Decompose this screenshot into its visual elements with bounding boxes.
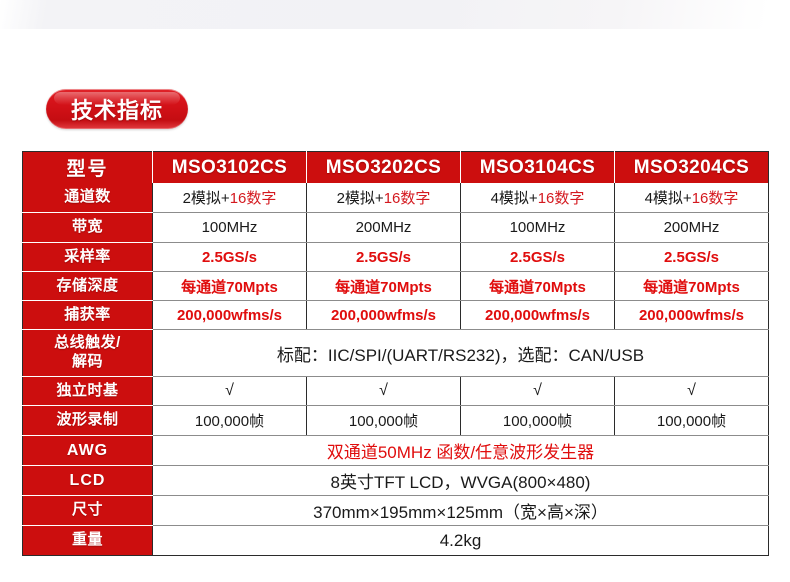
cell-capture-rate-1: 200,000wfms/s — [152, 300, 307, 330]
cell-bandwidth-3: 100MHz — [460, 212, 615, 243]
cell-waveform-record-1: 100,000帧 — [152, 405, 307, 436]
cell-bus-trigger-decode-merged: 标配：IIC/SPI/(UART/RS232)，选配：CAN/USB — [152, 329, 769, 377]
row-label-waveform-record: 波形录制 — [22, 405, 153, 436]
cell-sample-rate-4: 2.5GS/s — [614, 242, 769, 272]
cell-text-highlight: 16数字 — [229, 190, 277, 207]
row-label-line2: 解码 — [71, 353, 103, 370]
header-cell-mso3204cs: MSO3204CS — [614, 151, 769, 183]
cell-bandwidth-2: 200MHz — [306, 212, 461, 243]
table-row-dimensions: 尺寸 370mm×195mm×125mm（宽×高×深） — [22, 495, 769, 526]
cell-text-prefix: 4模拟+ — [490, 190, 538, 207]
table-row-lcd: LCD 8英寸TFT LCD，WVGA(800×480) — [22, 465, 769, 496]
row-label-independent-timebase: 独立时基 — [22, 376, 153, 406]
row-label-channels: 通道数 — [22, 183, 153, 213]
cell-text-highlight: 16数字 — [383, 190, 431, 207]
cell-channels-2: 2模拟+16数字 — [306, 183, 461, 213]
cell-text-prefix: 2模拟+ — [182, 190, 230, 207]
cell-waveform-record-2: 100,000帧 — [306, 405, 461, 436]
cell-channels-1: 2模拟+16数字 — [152, 183, 307, 213]
table-row-memory-depth: 存储深度 每通道70Mpts 每通道70Mpts 每通道70Mpts 每通道70… — [22, 271, 769, 301]
cell-memory-depth-4: 每通道70Mpts — [614, 271, 769, 301]
table-row-capture-rate: 捕获率 200,000wfms/s 200,000wfms/s 200,000w… — [22, 300, 769, 330]
table-row-sample-rate: 采样率 2.5GS/s 2.5GS/s 2.5GS/s 2.5GS/s — [22, 242, 769, 272]
cell-lcd-merged: 8英寸TFT LCD，WVGA(800×480) — [152, 465, 769, 496]
row-label-memory-depth: 存储深度 — [22, 271, 153, 301]
row-label-lcd: LCD — [22, 465, 153, 496]
cell-channels-4: 4模拟+16数字 — [614, 183, 769, 213]
cell-independent-timebase-1: √ — [152, 376, 307, 406]
cell-independent-timebase-4: √ — [614, 376, 769, 406]
table-row-independent-timebase: 独立时基 √ √ √ √ — [22, 376, 769, 406]
section-badge-label: 技术指标 — [70, 98, 163, 123]
table-row-channels: 通道数 2模拟+16数字 2模拟+16数字 4模拟+16数字 4模拟+16数字 — [22, 183, 769, 213]
cell-awg-merged: 双通道50MHz 函数/任意波形发生器 — [152, 435, 769, 466]
cell-sample-rate-1: 2.5GS/s — [152, 242, 307, 272]
cell-independent-timebase-3: √ — [460, 376, 615, 406]
cell-text-prefix: 4模拟+ — [644, 190, 692, 207]
table-row-waveform-record: 波形录制 100,000帧 100,000帧 100,000帧 100,000帧 — [22, 405, 769, 436]
cell-capture-rate-4: 200,000wfms/s — [614, 300, 769, 330]
section-badge: 技术指标 — [46, 89, 188, 129]
header-cell-model: 型号 — [22, 151, 153, 183]
row-label-capture-rate: 捕获率 — [22, 300, 153, 330]
cell-capture-rate-2: 200,000wfms/s — [306, 300, 461, 330]
table-row-weight: 重量 4.2kg — [22, 525, 769, 556]
row-label-bandwidth: 带宽 — [22, 212, 153, 243]
cell-weight-merged: 4.2kg — [152, 525, 769, 556]
cell-channels-3: 4模拟+16数字 — [460, 183, 615, 213]
table-row-bandwidth: 带宽 100MHz 200MHz 100MHz 200MHz — [22, 212, 769, 243]
row-label-bus-trigger-decode: 总线触发/解码 — [22, 329, 153, 377]
cell-waveform-record-4: 100,000帧 — [614, 405, 769, 436]
row-label-awg: AWG — [22, 435, 153, 466]
table-row-awg: AWG 双通道50MHz 函数/任意波形发生器 — [22, 435, 769, 466]
page-top-band — [0, 0, 790, 29]
specifications-table: 型号 MSO3102CS MSO3202CS MSO3104CS MSO3204… — [22, 151, 769, 556]
cell-memory-depth-1: 每通道70Mpts — [152, 271, 307, 301]
cell-text-highlight: 16数字 — [537, 190, 585, 207]
row-label-weight: 重量 — [22, 525, 153, 556]
table-row-bus-trigger-decode: 总线触发/解码 标配：IIC/SPI/(UART/RS232)，选配：CAN/U… — [22, 329, 769, 377]
cell-memory-depth-2: 每通道70Mpts — [306, 271, 461, 301]
cell-memory-depth-3: 每通道70Mpts — [460, 271, 615, 301]
cell-bandwidth-4: 200MHz — [614, 212, 769, 243]
row-label-line1: 总线触发/ — [54, 334, 121, 352]
section-badge-wrapper: 技术指标 — [46, 89, 188, 129]
cell-text-prefix: 2模拟+ — [336, 190, 384, 207]
cell-text-highlight: 16数字 — [691, 190, 739, 207]
cell-sample-rate-2: 2.5GS/s — [306, 242, 461, 272]
cell-waveform-record-3: 100,000帧 — [460, 405, 615, 436]
cell-bandwidth-1: 100MHz — [152, 212, 307, 243]
row-label-dimensions: 尺寸 — [22, 495, 153, 526]
table-header-row: 型号 MSO3102CS MSO3202CS MSO3104CS MSO3204… — [22, 151, 769, 183]
cell-independent-timebase-2: √ — [306, 376, 461, 406]
cell-capture-rate-3: 200,000wfms/s — [460, 300, 615, 330]
header-cell-mso3102cs: MSO3102CS — [152, 151, 307, 183]
cell-dimensions-merged: 370mm×195mm×125mm（宽×高×深） — [152, 495, 769, 526]
header-cell-mso3202cs: MSO3202CS — [306, 151, 461, 183]
header-cell-mso3104cs: MSO3104CS — [460, 151, 615, 183]
row-label-sample-rate: 采样率 — [22, 242, 153, 272]
cell-sample-rate-3: 2.5GS/s — [460, 242, 615, 272]
